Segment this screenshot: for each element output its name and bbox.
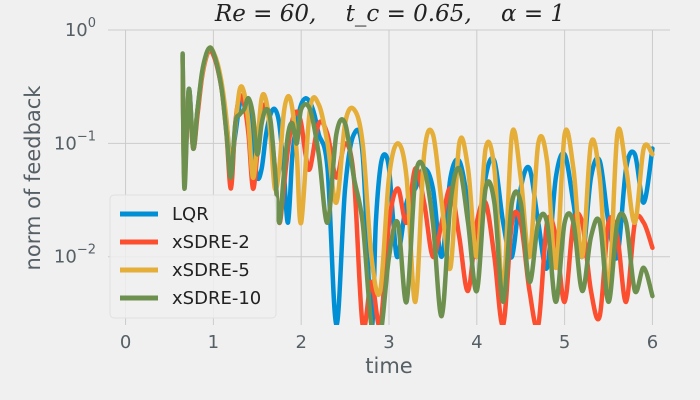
y-axis-label: norm of feedback [21,85,45,271]
y-tick-labels: 10−2 10−1 100 [54,16,96,268]
title-re: Re = 60, [214,1,316,27]
x-tick-label: 1 [208,332,219,353]
chart-title: Re = 60, t_c = 0.65, α = 1 [214,1,565,27]
x-tick-labels: 0 1 2 3 4 5 6 [120,332,658,353]
legend-box [109,194,277,319]
x-tick-label: 3 [383,332,394,353]
legend-label: xSDRE-10 [172,288,261,309]
y-tick-label: 10−1 [54,129,96,154]
x-tick-label: 4 [471,332,482,353]
x-tick-label: 6 [647,332,658,353]
title-tc: t_c = 0.65, [346,1,472,27]
legend: LQR xSDRE-2 xSDRE-5 xSDRE-10 [109,194,277,319]
legend-label: xSDRE-5 [172,260,250,281]
legend-label: xSDRE-2 [172,232,250,253]
x-axis-label: time [365,354,412,378]
y-tick-label: 100 [65,16,96,41]
y-tick-label: 10−2 [54,243,96,268]
legend-label: LQR [172,204,209,225]
series-group [180,45,655,325]
grid [108,29,670,325]
x-tick-label: 0 [120,332,131,353]
x-tick-label: 2 [295,332,306,353]
x-tick-label: 5 [559,332,570,353]
title-alpha: α = 1 [501,1,565,27]
series-line-4 [180,45,655,325]
